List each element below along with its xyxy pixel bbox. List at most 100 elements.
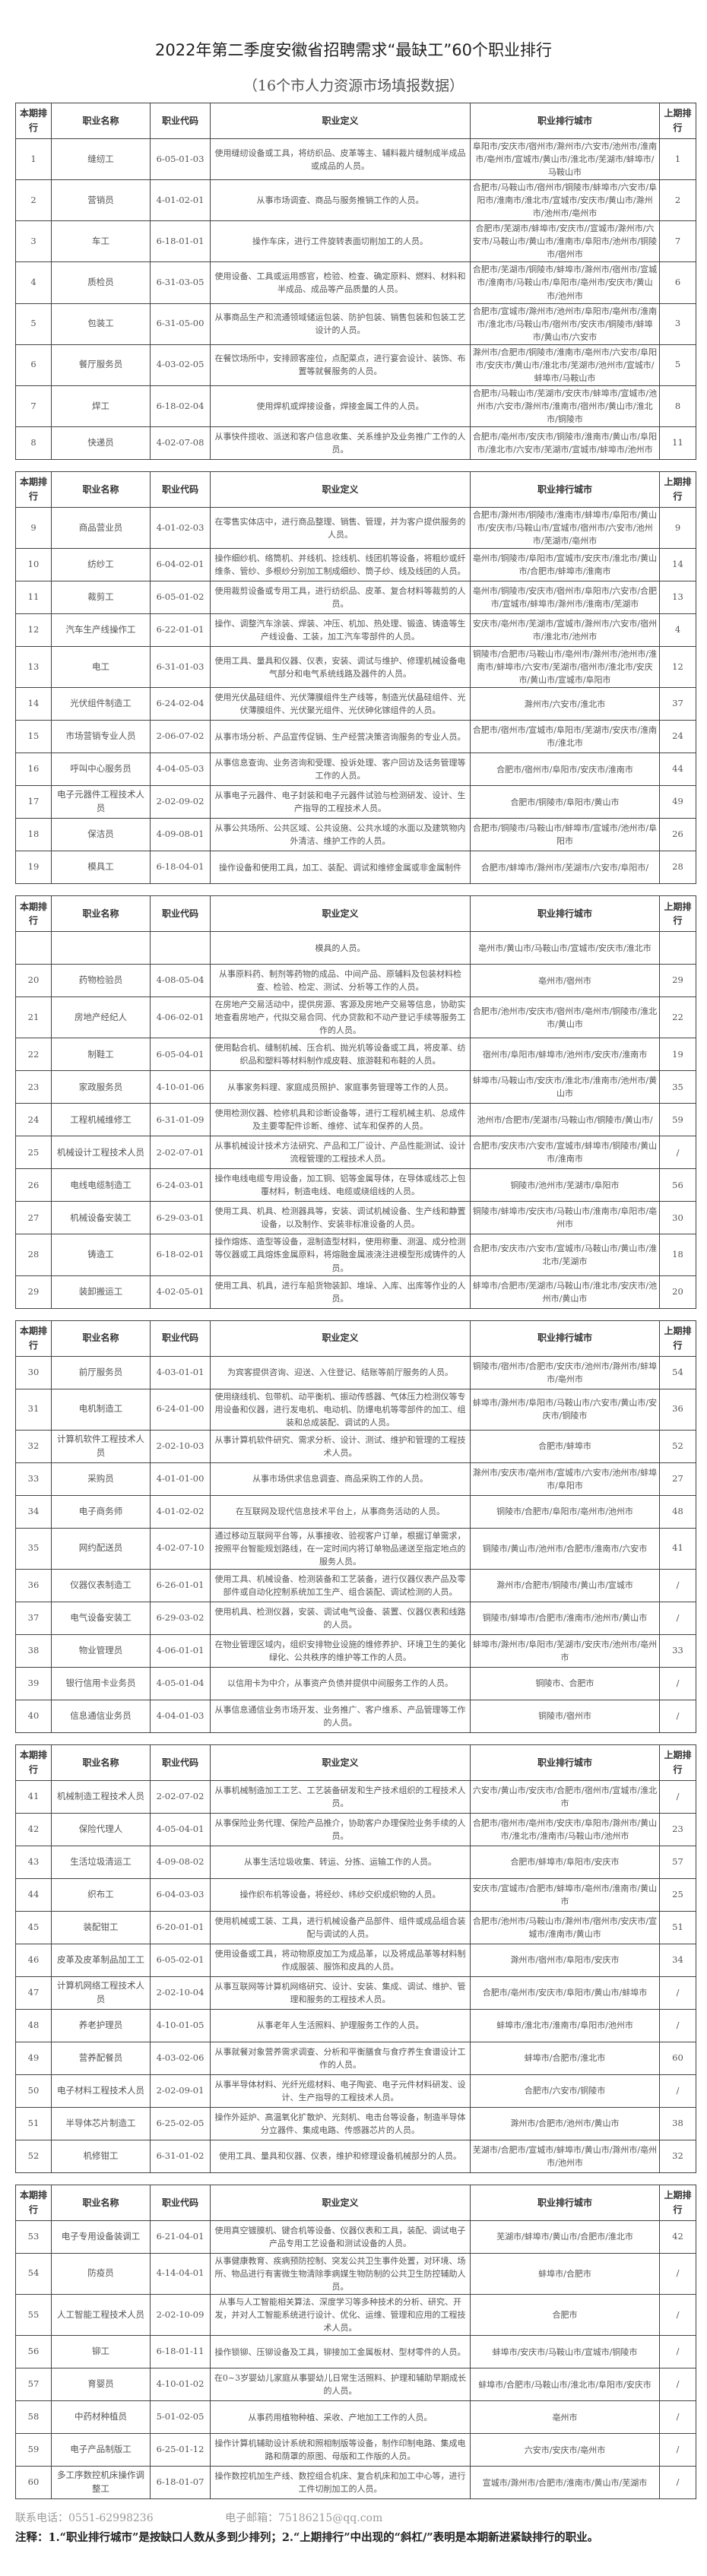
- occupation-code: 4-02-07-10: [150, 1527, 211, 1570]
- current-rank: 19: [15, 851, 52, 885]
- occupation-name: 装配钳工: [51, 1910, 151, 1944]
- previous-rank: 4: [659, 613, 696, 648]
- ranking-cities: 合肥市/芜湖市/铜陵市/蚌埠市/滁州市/宿州市/宣城市/淮南市/马鞍山市/阜阳市…: [470, 261, 660, 304]
- table-row: 54 防疫员 4-14-04-01 从事健康教育、疾病预防控制、突发公共卫生事件处置，…: [15, 2252, 696, 2295]
- ranking-cities: 铜陵市/合肥市/阜阳市/亳州市/池州市: [470, 1494, 660, 1529]
- occupation-definition: 在房地产交易活动中，提供房源、客源及房地产交易等信息，协助实地查看房地产，代拟交…: [210, 996, 471, 1039]
- ranking-cities: 滁州市/安庆市/亳州市/宣城市/六安市/池州市/蚌埠市/阜阳市: [470, 1462, 660, 1496]
- occupation-definition: 从事电子元器件、电子封装和电子元器件试验与检测研发、设计、生产指导的工程技术人员…: [210, 785, 471, 819]
- table-row: 37 电气设备安装工 6-29-03-02 使用机具、检测仪器，安装、调试电气设备、装…: [15, 1601, 696, 1635]
- ranking-cities: 合肥市/宿州市/宣城市/阜阳市/芜湖市/安庆市/淮南市/淮北市: [470, 720, 660, 754]
- occupation-name: 银行信用卡业务员: [51, 1666, 151, 1700]
- occupation-name: 电子专用设备装调工: [51, 2220, 151, 2254]
- current-rank: 14: [15, 687, 52, 721]
- occupation-name: 保险代理人: [51, 1812, 151, 1846]
- occupation-code: 4-10-01-02: [150, 2368, 211, 2402]
- ranking-cities: 合肥市/池州市/马鞍山市/滁州市/宿州市/安庆市/宣城市/淮南市/黄山市: [470, 1910, 660, 1944]
- occupation-definition: 使用黏合机、缝制机械、压合机、抛光机等设备或工具，将皮革、纺织品和塑料等材料制作…: [210, 1038, 471, 1072]
- previous-rank: 57: [659, 1845, 696, 1879]
- occupation-code: 4-10-01-06: [150, 1070, 211, 1104]
- table-row: 46 皮革及皮革制品加工工 6-05-02-01 使用设备或工具，将动物原皮加工为成品…: [15, 1943, 696, 1977]
- table-row: 16 呼叫中心服务员 4-04-05-03 从事信息查询、业务咨询和受理、投诉处理、客…: [15, 753, 696, 787]
- column-header-occupation-definition: 职业定义: [210, 1320, 471, 1357]
- ranking-cities: 滁州市/合肥市/铜陵市/黄山市/宣城市: [470, 1568, 660, 1602]
- current-rank: 13: [15, 646, 52, 689]
- occupation-name: 包装工: [51, 303, 151, 345]
- occupation-name: 电线电缆制造工: [51, 1168, 151, 1202]
- occupation-definition: 操作熔炼、造型等设备，混制造型材料，使用称重、测温、成分检测等仪器或工具熔炼金属…: [210, 1234, 471, 1276]
- occupation-code: 4-04-01-03: [150, 1699, 211, 1733]
- table-row: 50 电子材料工程技术人员 2-02-09-01 从事半导体材料、光纤光缆材料、电子陶…: [15, 2074, 696, 2108]
- table-row: 34 电子商务师 4-01-02-02 在互联网及现代信息技术平台上，从事商务活动的人…: [15, 1494, 696, 1529]
- ranking-cities: 铜陵市/宿州市/合肥市/安庆市/池州市/滁州市/蚌埠市/亳州市: [470, 1355, 660, 1389]
- previous-rank: 11: [659, 426, 696, 460]
- occupation-code: 2-02-10-09: [150, 2293, 211, 2337]
- occupation-definition: 从事原料药、制剂等药物的成品、中间产品、原辅料及包装材料检查、检验、检定、测试、…: [210, 964, 471, 998]
- table-row: 40 信息通信业务员 4-04-01-03 从事信息通信业务市场开发、业务推广、客户维…: [15, 1699, 696, 1733]
- occupation-name: 物业管理员: [51, 1633, 151, 1668]
- occupation-code: 6-26-01-01: [150, 1568, 211, 1602]
- ranking-cities: 宿州市/阜阳市/蚌埠市/池州市/安庆市/淮南市: [470, 1038, 660, 1072]
- occupation-code: 6-18-02-04: [150, 385, 211, 427]
- occupation-name: 裁剪工: [51, 581, 151, 615]
- previous-rank: 18: [659, 1234, 696, 1276]
- occupation-code: 6-20-01-01: [150, 1910, 211, 1944]
- previous-rank: /: [659, 2400, 696, 2435]
- table-row: 13 电工 6-31-01-03 使用工具、量具和仪器、仪表，安装、调试与维护、修理机…: [15, 646, 696, 689]
- previous-rank: 2: [659, 179, 696, 222]
- table-row: 56 铆工 6-18-01-11 操作锁铆、压铆设备及工具，铆接加工金属板材、型材零件…: [15, 2335, 696, 2369]
- previous-rank: /: [659, 1136, 696, 1170]
- current-rank: 8: [15, 426, 52, 460]
- column-header-current-rank: 本期排行: [15, 471, 52, 508]
- previous-rank: 30: [659, 1201, 696, 1235]
- table-row: 23 家政服务员 4-10-01-06 从事家务料理、家庭成员照护、家庭事务管理等工作…: [15, 1070, 696, 1104]
- occupation-code: 2-06-07-02: [150, 720, 211, 754]
- column-header-current-rank: 本期排行: [15, 2184, 52, 2221]
- occupation-name: 电工: [51, 646, 151, 689]
- occupation-code: 4-03-02-05: [150, 344, 211, 386]
- occupation-code: 2-02-10-04: [150, 1976, 211, 2010]
- occupation-name: 信息通信业务员: [51, 1699, 151, 1733]
- previous-rank: 20: [659, 1275, 696, 1309]
- occupation-definition: 使用缝纫设备或工具，将纺织品、皮革等主、辅料裁片缝制成半成品或成品的人员。: [210, 138, 471, 181]
- occupation-definition: 操作外延炉、高温氧化扩散炉、光刻机、电击台等设备，制造半导体分立器件、集成电路、…: [210, 2106, 471, 2140]
- table-row: 45 装配钳工 6-20-01-01 使用机械或工装、工具，进行机械设备产品部件、组件…: [15, 1910, 696, 1944]
- occupation-code: 6-05-04-01: [150, 1038, 211, 1072]
- previous-rank: 60: [659, 2041, 696, 2075]
- occupation-definition: 使用工具、量具和仪器、仪表，安装、调试与维护、修理机械设备电气部分和电气系统线路…: [210, 646, 471, 689]
- previous-rank: 22: [659, 996, 696, 1039]
- current-rank: 4: [15, 261, 52, 304]
- occupation-definition: 使用裁剪设备或专用工具，进行纺织品、皮革、复合材料等裁剪的人员。: [210, 581, 471, 615]
- ranking-cities: 合肥市/亳州市/安庆市/阜阳市/黄山市/蚌埠市: [470, 1976, 660, 2010]
- ranking-cities: 六安市/安庆市/亳州市: [470, 2433, 660, 2467]
- occupation-name: 药物检验员: [51, 964, 151, 998]
- occupation-definition: 从事信息通信业务市场开发、业务推广、客户维系、产品管理等工作的人员。: [210, 1699, 471, 1733]
- occupation-definition: 模具的人员。: [210, 931, 471, 965]
- occupation-name: 电机制造工: [51, 1388, 151, 1431]
- previous-rank: /: [659, 2368, 696, 2402]
- table-row: 53 电子专用设备装调工 6-21-04-01 使用真空镀膜机、键合机等设备、仪器仪表…: [15, 2220, 696, 2254]
- current-rank: 17: [15, 785, 52, 819]
- current-rank: 59: [15, 2433, 52, 2467]
- occupation-name: 电子材料工程技术人员: [51, 2074, 151, 2108]
- occupation-name: [51, 931, 151, 965]
- column-header-ranking-cities: 职业排行城市: [470, 1320, 660, 1357]
- previous-rank: 41: [659, 1527, 696, 1570]
- occupation-code: 6-04-02-01: [150, 548, 211, 582]
- current-rank: 24: [15, 1103, 52, 1137]
- ranking-cities: 蚌埠市/安庆市/马鞍山市/宣城市/铜陵市: [470, 2335, 660, 2369]
- occupation-definition: 从事公共场所、公共区域、公共设施、公共水域的水面以及建筑物内外清洁、维护工作的人…: [210, 818, 471, 852]
- occupation-code: 6-31-03-05: [150, 261, 211, 304]
- current-rank: 41: [15, 1779, 52, 1814]
- occupation-name: 家政服务员: [51, 1070, 151, 1104]
- occupation-definition: 从事商品生产和流通领域储运包装、防护包装、销售包装和包装工艺设计的人员。: [210, 303, 471, 345]
- table-row: 21 房地产经纪人 4-06-02-01 在房地产交易活动中，提供房源、客源及房地产交…: [15, 996, 696, 1039]
- occupation-code: 6-31-01-09: [150, 1103, 211, 1137]
- ranking-cities: 合肥市/宿州市/亳州市/安庆市/阜阳市/滁州市/黄山市/淮北市/淮南市/马鞍山市…: [470, 1812, 660, 1846]
- previous-rank: 27: [659, 1462, 696, 1496]
- occupation-name: 质检员: [51, 261, 151, 304]
- ranking-cities: 安庆市/亳州市/芜湖市/宣城市/滁州市/六安市/宿州市/淮北市/池州市: [470, 613, 660, 648]
- ranking-cities: 安庆市/宣城市/合肥市/蚌埠市/亳州市/淮南市/黄山市: [470, 1877, 660, 1912]
- table-row: 38 物业管理员 4-06-01-01 在物业管理区域内，组织安排物业设施的维修养护、…: [15, 1633, 696, 1668]
- current-rank: 21: [15, 996, 52, 1039]
